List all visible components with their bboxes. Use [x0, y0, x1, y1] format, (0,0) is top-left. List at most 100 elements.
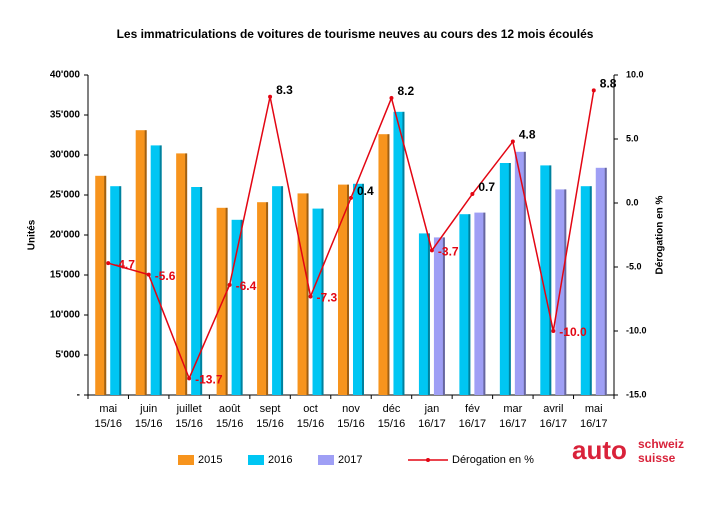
x-tick-label: 15/16 [175, 418, 203, 430]
data-label: 4.8 [519, 128, 536, 142]
legend-swatch [318, 455, 334, 465]
y2-axis-label: Dérogation en % [655, 195, 666, 274]
bar [110, 186, 122, 395]
bar [297, 193, 309, 395]
x-tick-label: 16/17 [580, 418, 608, 430]
line-point [551, 329, 556, 333]
bar [231, 219, 243, 395]
data-label: -13.7 [195, 373, 223, 387]
line-point [389, 96, 394, 101]
bar [176, 153, 188, 395]
x-tick-label: 15/16 [256, 418, 284, 430]
data-label: -6.4 [236, 279, 257, 293]
legend-label: Dérogation en % [452, 454, 534, 466]
x-tick-label: août [219, 403, 240, 415]
x-tick-label: 15/16 [135, 418, 163, 430]
line-point [510, 139, 515, 144]
legend-swatch [178, 455, 194, 465]
bar [418, 233, 430, 395]
bar [338, 184, 349, 395]
bar [191, 187, 203, 395]
legend-marker [426, 458, 430, 462]
y-tick-label: 15'000 [50, 270, 81, 281]
x-tick-label: 15/16 [94, 418, 122, 430]
line-point [349, 195, 353, 200]
y2-tick-label: -15.0 [626, 389, 647, 399]
bar [95, 175, 107, 395]
bar-shade [104, 175, 107, 395]
bar-shade [523, 151, 526, 395]
x-tick-label: mar [503, 403, 522, 415]
x-tick-label: mai [99, 403, 117, 415]
y-tick-label: - [77, 390, 80, 401]
bar-shade [442, 237, 445, 395]
bar [150, 145, 162, 395]
x-tick-label: mai [585, 403, 603, 415]
x-tick-label: juin [139, 403, 157, 415]
bar-shade [159, 145, 162, 395]
bar [459, 214, 471, 395]
y2-tick-label: 5.0 [626, 133, 639, 143]
bar [555, 189, 567, 395]
bar [580, 186, 592, 395]
bar-shade [200, 187, 203, 395]
line-point [429, 248, 434, 253]
x-tick-label: fév [465, 403, 480, 415]
y2-tick-label: -5.0 [626, 261, 642, 271]
data-label: -7.3 [317, 291, 338, 305]
line-point [470, 192, 475, 197]
line-point [106, 261, 111, 266]
x-tick-label: 16/17 [499, 418, 527, 430]
bar-shade [119, 186, 122, 395]
bar-shade [387, 134, 390, 395]
x-tick-label: 15/16 [378, 418, 406, 430]
line-point [227, 282, 232, 287]
y2-tick-label: 0.0 [626, 197, 639, 207]
x-tick-label: juillet [176, 403, 202, 415]
bar-shade [225, 207, 228, 395]
bar-shade [266, 202, 269, 395]
bar [312, 208, 324, 395]
data-label: 0.7 [478, 180, 495, 194]
bar [272, 186, 284, 395]
legend-label: 2015 [198, 454, 222, 466]
logo-line2: suisse [638, 451, 676, 465]
data-label: 0.4 [357, 184, 374, 198]
data-label: -3.7 [438, 245, 459, 259]
y-tick-label: 25'000 [50, 190, 81, 201]
bar [474, 212, 486, 395]
chart-title: Les immatriculations de voitures de tour… [117, 27, 594, 41]
y-tick-label: 30'000 [50, 150, 81, 161]
y-tick-label: 10'000 [50, 310, 81, 321]
logo-line1: schweiz [638, 437, 684, 451]
line-point [146, 272, 151, 277]
bar-shade [468, 214, 471, 395]
x-tick-label: 15/16 [216, 418, 244, 430]
line-point [268, 94, 273, 99]
bar-shade [427, 233, 430, 395]
x-tick-label: 15/16 [337, 418, 365, 430]
bar-shade [362, 183, 364, 395]
x-tick-label: sept [260, 403, 281, 415]
y2-tick-label: 10.0 [626, 69, 644, 79]
data-label: 8.3 [276, 83, 293, 97]
bar [540, 165, 552, 395]
x-tick-label: nov [342, 403, 360, 415]
legend-label: 2016 [268, 454, 292, 466]
bar-shade [604, 167, 607, 395]
bar [353, 183, 364, 395]
y-tick-label: 5'000 [55, 350, 80, 361]
bar-shade [508, 163, 511, 395]
bar-shade [306, 193, 309, 395]
y-tick-label: 20'000 [50, 230, 81, 241]
y-tick-label: 35'000 [50, 110, 81, 121]
bar [393, 111, 405, 396]
bar-shade [144, 130, 147, 395]
bar-shade [564, 189, 567, 395]
bar-shade [185, 153, 188, 395]
x-tick-label: 16/17 [459, 418, 487, 430]
bar-shade [321, 208, 324, 395]
bar [135, 130, 147, 395]
data-label: 8.2 [397, 84, 414, 98]
